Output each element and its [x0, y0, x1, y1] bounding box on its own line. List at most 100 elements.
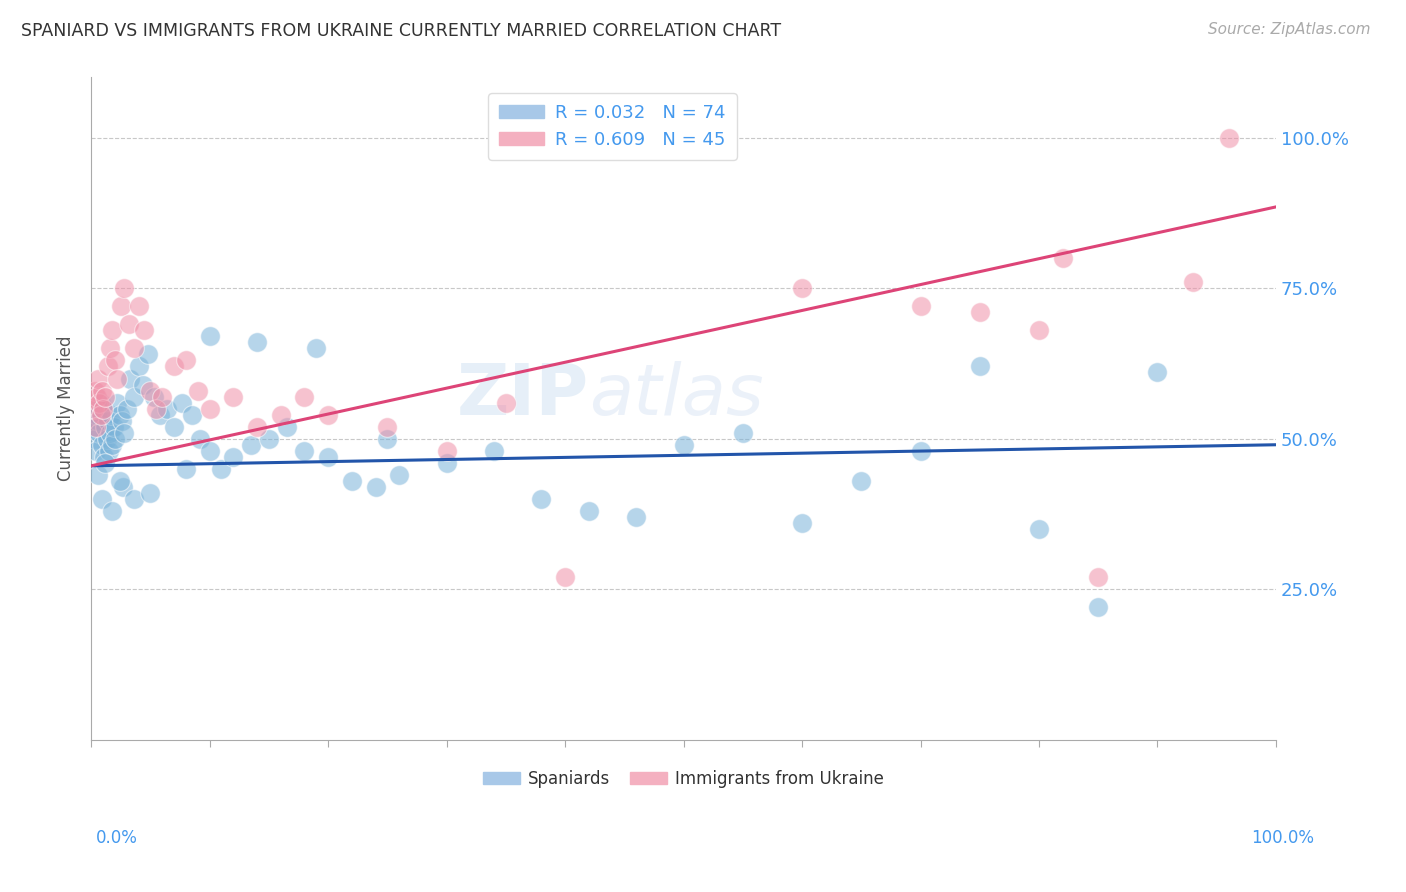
Point — [108, 474, 131, 488]
Point — [101, 504, 124, 518]
Point — [276, 419, 298, 434]
Point — [105, 371, 128, 385]
Point — [180, 408, 202, 422]
Point — [1218, 130, 1240, 145]
Point — [198, 329, 221, 343]
Point — [495, 395, 517, 409]
Point — [86, 390, 108, 404]
Point — [969, 359, 991, 374]
Point — [142, 390, 165, 404]
Point — [122, 491, 145, 506]
Point — [94, 419, 117, 434]
Point — [112, 281, 135, 295]
Point — [149, 408, 172, 422]
Point — [97, 359, 120, 374]
Point — [1052, 251, 1074, 265]
Point — [377, 419, 399, 434]
Point — [1028, 522, 1050, 536]
Point — [530, 491, 553, 506]
Point — [87, 414, 110, 428]
Point — [270, 408, 292, 422]
Point — [136, 347, 159, 361]
Point — [89, 425, 111, 440]
Point — [128, 299, 150, 313]
Point — [246, 419, 269, 434]
Point — [111, 414, 134, 428]
Point — [198, 401, 221, 416]
Point — [222, 450, 245, 464]
Point — [98, 342, 121, 356]
Point — [364, 480, 387, 494]
Point — [118, 318, 141, 332]
Point — [257, 432, 280, 446]
Point — [910, 299, 932, 313]
Point — [672, 438, 695, 452]
Point — [187, 384, 209, 398]
Point — [90, 408, 112, 422]
Text: SPANIARD VS IMMIGRANTS FROM UKRAINE CURRENTLY MARRIED CORRELATION CHART: SPANIARD VS IMMIGRANTS FROM UKRAINE CURR… — [21, 22, 782, 40]
Point — [83, 432, 105, 446]
Point — [174, 353, 197, 368]
Point — [101, 323, 124, 337]
Point — [910, 443, 932, 458]
Point — [554, 570, 576, 584]
Point — [1182, 275, 1205, 289]
Point — [94, 456, 117, 470]
Point — [246, 335, 269, 350]
Point — [1087, 600, 1109, 615]
Point — [305, 342, 328, 356]
Point — [851, 474, 873, 488]
Point — [112, 425, 135, 440]
Point — [163, 419, 186, 434]
Point — [103, 419, 125, 434]
Point — [240, 438, 263, 452]
Point — [98, 425, 121, 440]
Point — [139, 486, 162, 500]
Point — [91, 401, 114, 416]
Point — [87, 371, 110, 385]
Point — [624, 510, 647, 524]
Point — [139, 384, 162, 398]
Point — [156, 401, 179, 416]
Point — [1087, 570, 1109, 584]
Point — [482, 443, 505, 458]
Point — [163, 359, 186, 374]
Point — [90, 384, 112, 398]
Point — [211, 462, 233, 476]
Point — [188, 432, 211, 446]
Point — [101, 438, 124, 452]
Point — [115, 401, 138, 416]
Point — [105, 395, 128, 409]
Point — [83, 419, 105, 434]
Point — [316, 450, 339, 464]
Point — [436, 456, 458, 470]
Point — [172, 395, 194, 409]
Point — [128, 359, 150, 374]
Point — [145, 401, 167, 416]
Point — [108, 408, 131, 422]
Point — [83, 401, 105, 416]
Point — [134, 323, 156, 337]
Point — [120, 371, 142, 385]
Text: atlas: atlas — [589, 361, 763, 430]
Point — [104, 432, 127, 446]
Text: ZIP: ZIP — [457, 361, 589, 430]
Point — [90, 438, 112, 452]
Legend: Spaniards, Immigrants from Ukraine: Spaniards, Immigrants from Ukraine — [477, 763, 891, 795]
Point — [1146, 366, 1168, 380]
Point — [96, 432, 118, 446]
Point — [316, 408, 339, 422]
Text: 100.0%: 100.0% — [1251, 829, 1315, 847]
Point — [94, 390, 117, 404]
Point — [84, 419, 107, 434]
Point — [112, 480, 135, 494]
Text: Source: ZipAtlas.com: Source: ZipAtlas.com — [1208, 22, 1371, 37]
Point — [90, 491, 112, 506]
Point — [436, 443, 458, 458]
Point — [294, 443, 316, 458]
Point — [1028, 323, 1050, 337]
Point — [122, 390, 145, 404]
Point — [104, 353, 127, 368]
Point — [84, 443, 107, 458]
Point — [731, 425, 754, 440]
